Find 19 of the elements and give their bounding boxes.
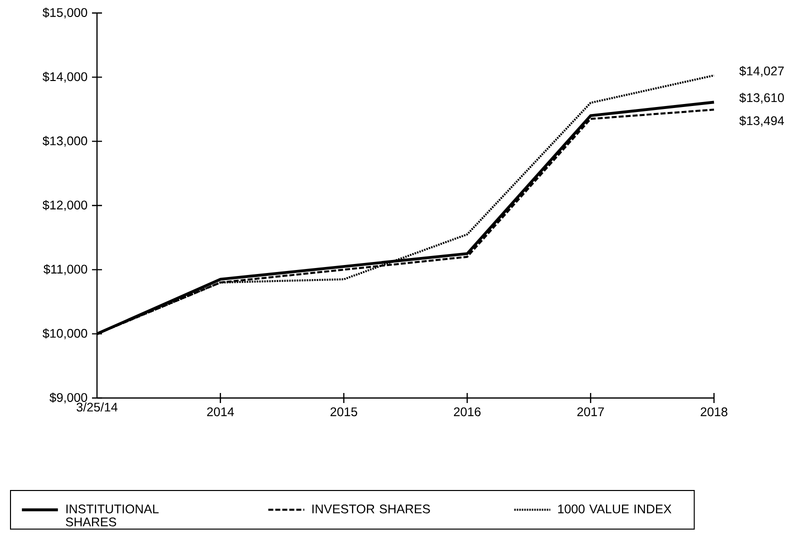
- y-tick-label: $10,000: [42, 328, 88, 340]
- y-tick-label: $9,000: [50, 392, 88, 404]
- x-tick-label: 2018: [700, 407, 728, 416]
- y-tick-label: $14,000: [42, 72, 88, 83]
- legend-label: 1000 VALUE INDEX: [558, 504, 672, 514]
- annotation: $14,027: [739, 66, 784, 77]
- x-tick-label: 2016: [454, 407, 481, 416]
- x-tick-label: 2017: [577, 407, 604, 416]
- x-tick-label: 3/25/14: [76, 402, 118, 412]
- y-tick-label: $12,000: [42, 200, 88, 211]
- x-tick-label: 2015: [330, 407, 358, 416]
- y-tick-label: $15,000: [42, 8, 88, 18]
- legend-label: INSTITUTIONAL SHARES: [66, 504, 159, 526]
- x-tick-label: 2014: [207, 407, 234, 416]
- y-tick-label: $13,000: [42, 136, 88, 147]
- annotation: $13,494: [739, 116, 784, 127]
- y-tick-label: $11,000: [44, 264, 88, 276]
- annotation: $13,610: [739, 92, 784, 104]
- legend-label: INVESTOR SHARES: [312, 504, 430, 514]
